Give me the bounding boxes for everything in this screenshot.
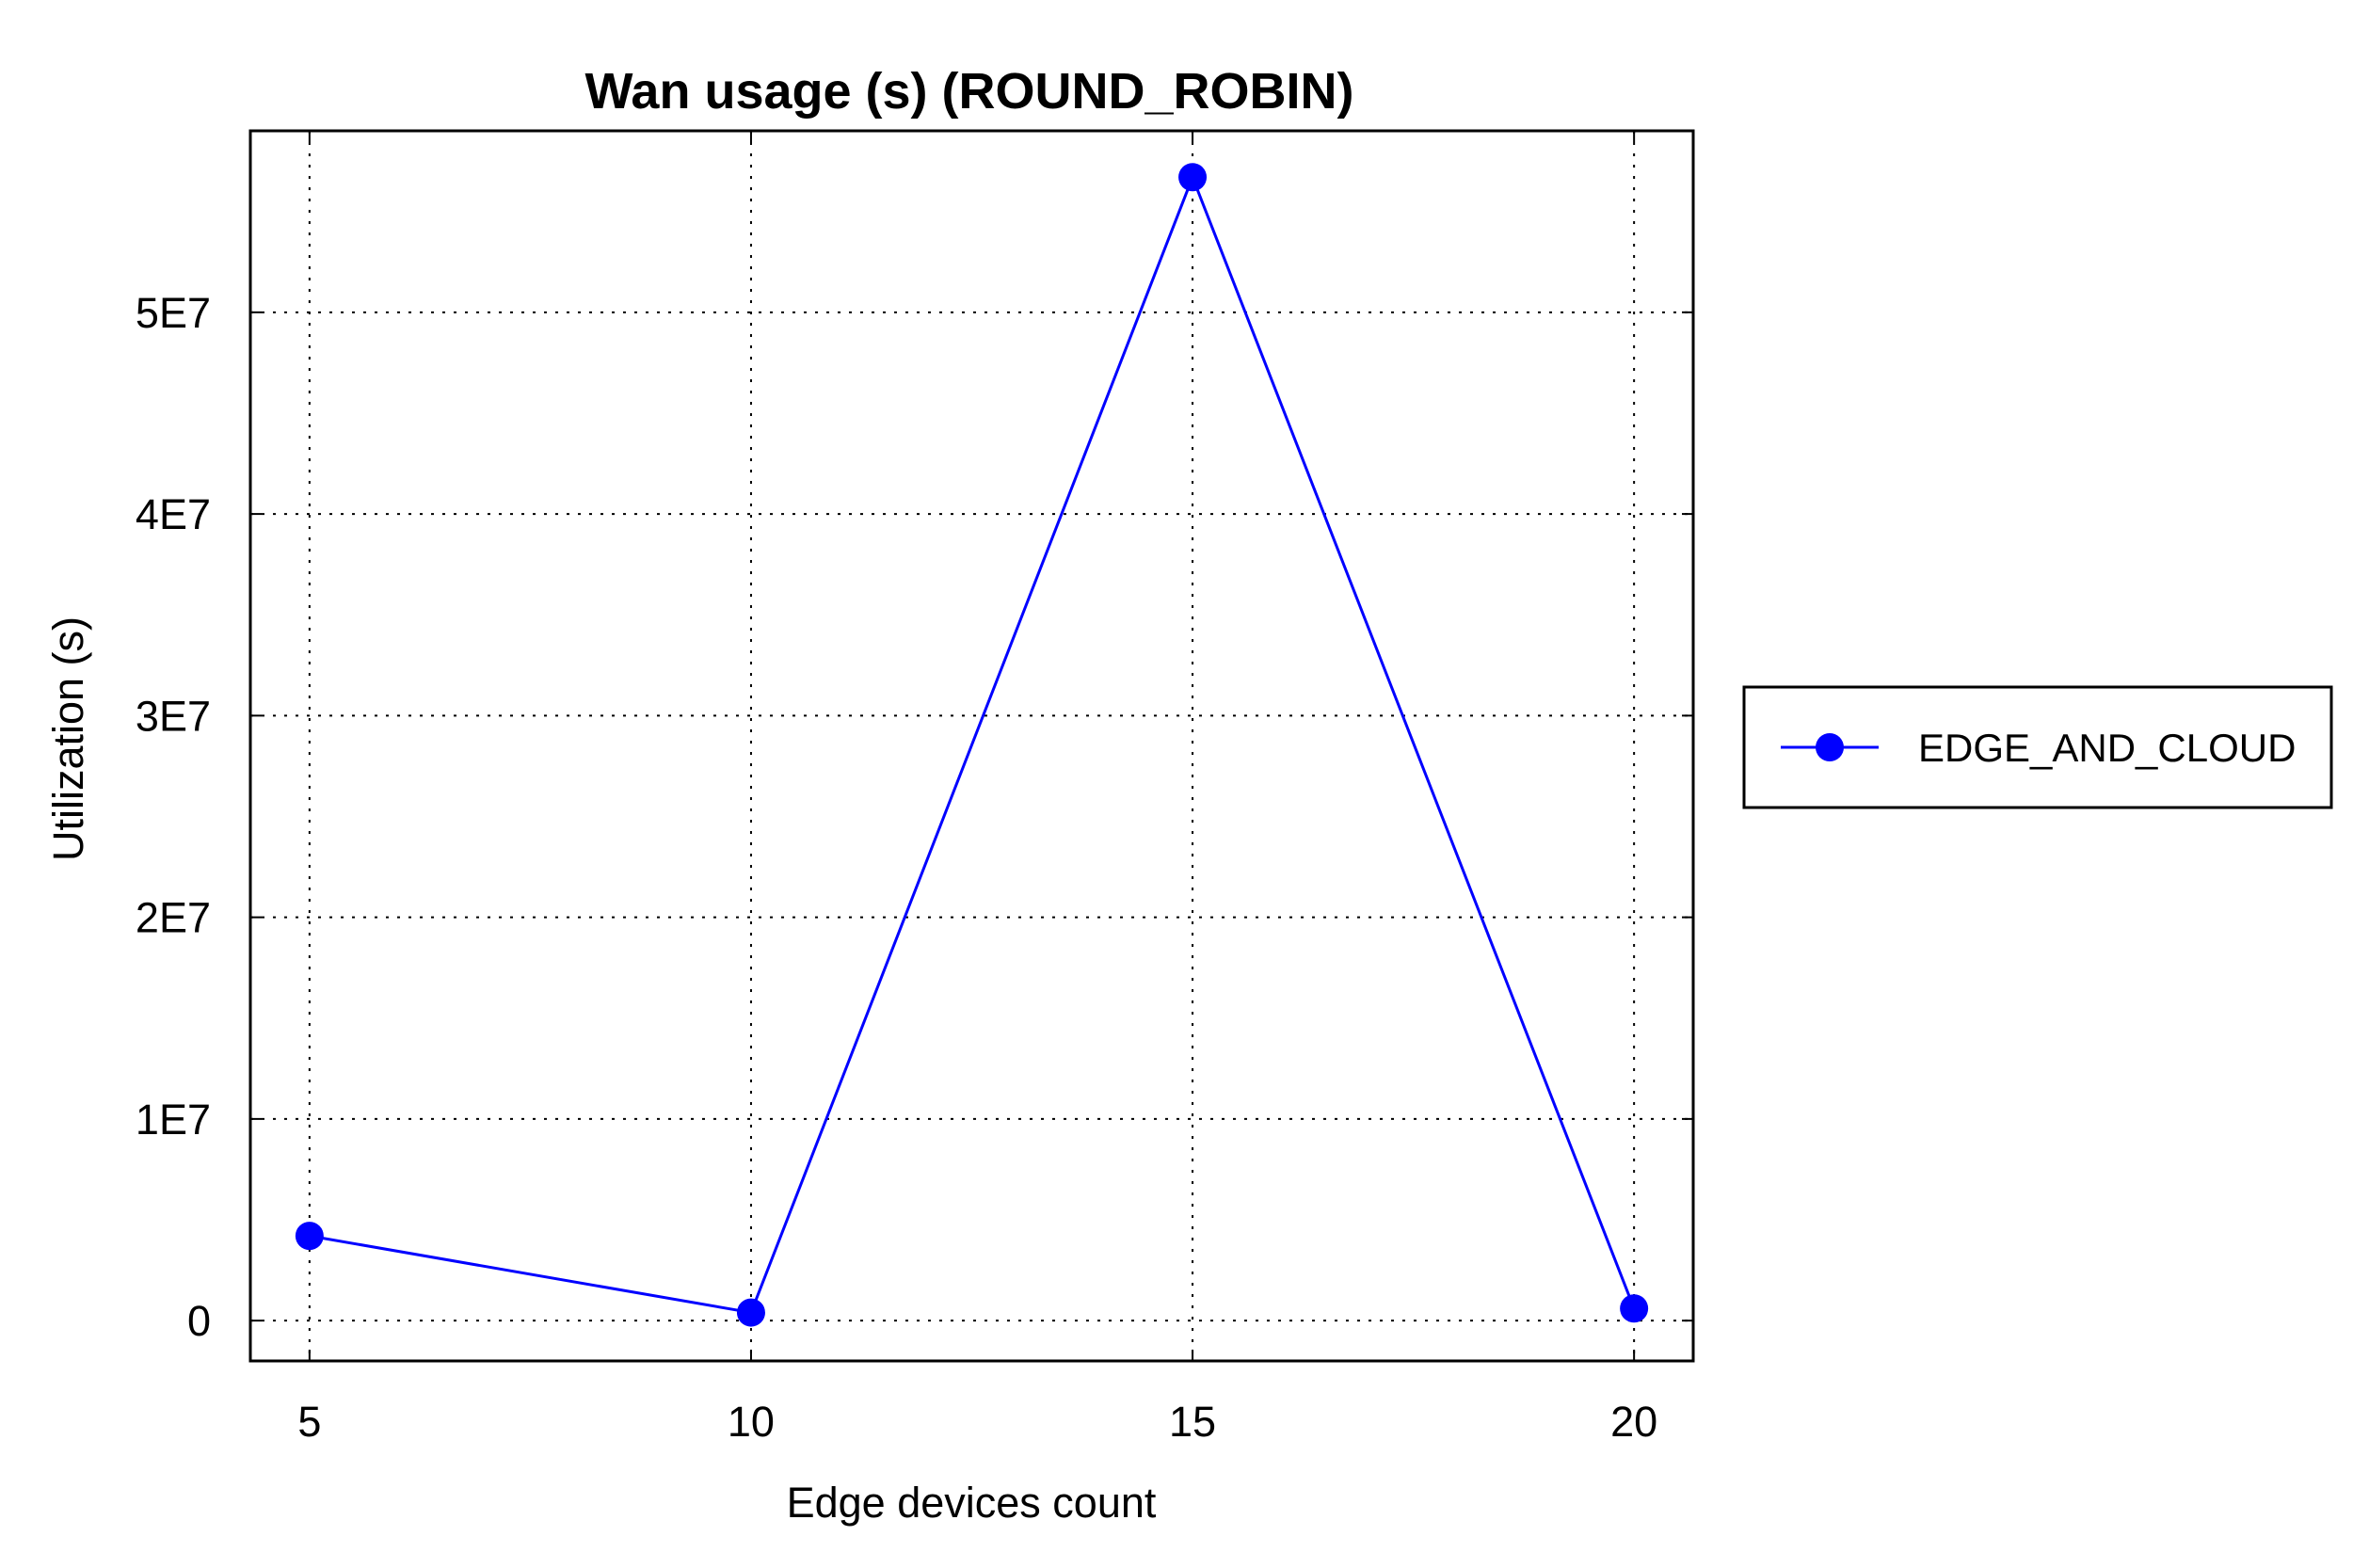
y-tick-label: 0 <box>187 1297 211 1345</box>
x-axis-label: Edge devices count <box>787 1479 1157 1527</box>
x-tick-label: 20 <box>1610 1398 1657 1446</box>
x-tick-label: 5 <box>297 1398 321 1446</box>
y-tick-label: 5E7 <box>136 289 211 337</box>
data-point <box>736 1298 765 1327</box>
grid <box>250 131 1693 1361</box>
series-layer <box>295 163 1649 1327</box>
legend-marker <box>1816 733 1844 761</box>
y-tick-label: 4E7 <box>136 490 211 538</box>
y-tick-label: 3E7 <box>136 692 211 740</box>
x-tick-label: 15 <box>1169 1398 1216 1446</box>
data-point <box>1178 163 1208 192</box>
x-tick-label: 10 <box>728 1398 775 1446</box>
axis-ticks: 5 10 15 20 0 1E7 2E7 3E7 4E7 5E7 <box>136 131 1693 1446</box>
y-tick-label: 2E7 <box>136 894 211 942</box>
legend: EDGE_AND_CLOUD <box>1742 685 2333 809</box>
y-tick-label: 1E7 <box>136 1096 211 1144</box>
y-axis-label: Utilization (s) <box>44 616 92 861</box>
legend-label-edge-and-cloud: EDGE_AND_CLOUD <box>1918 726 2296 770</box>
series-line <box>309 173 1636 1315</box>
data-point <box>1620 1294 1649 1323</box>
chart-title: Wan usage (s) (ROUND_ROBIN) <box>584 63 1353 120</box>
data-point <box>295 1222 324 1251</box>
plot-frame <box>248 129 1695 1363</box>
